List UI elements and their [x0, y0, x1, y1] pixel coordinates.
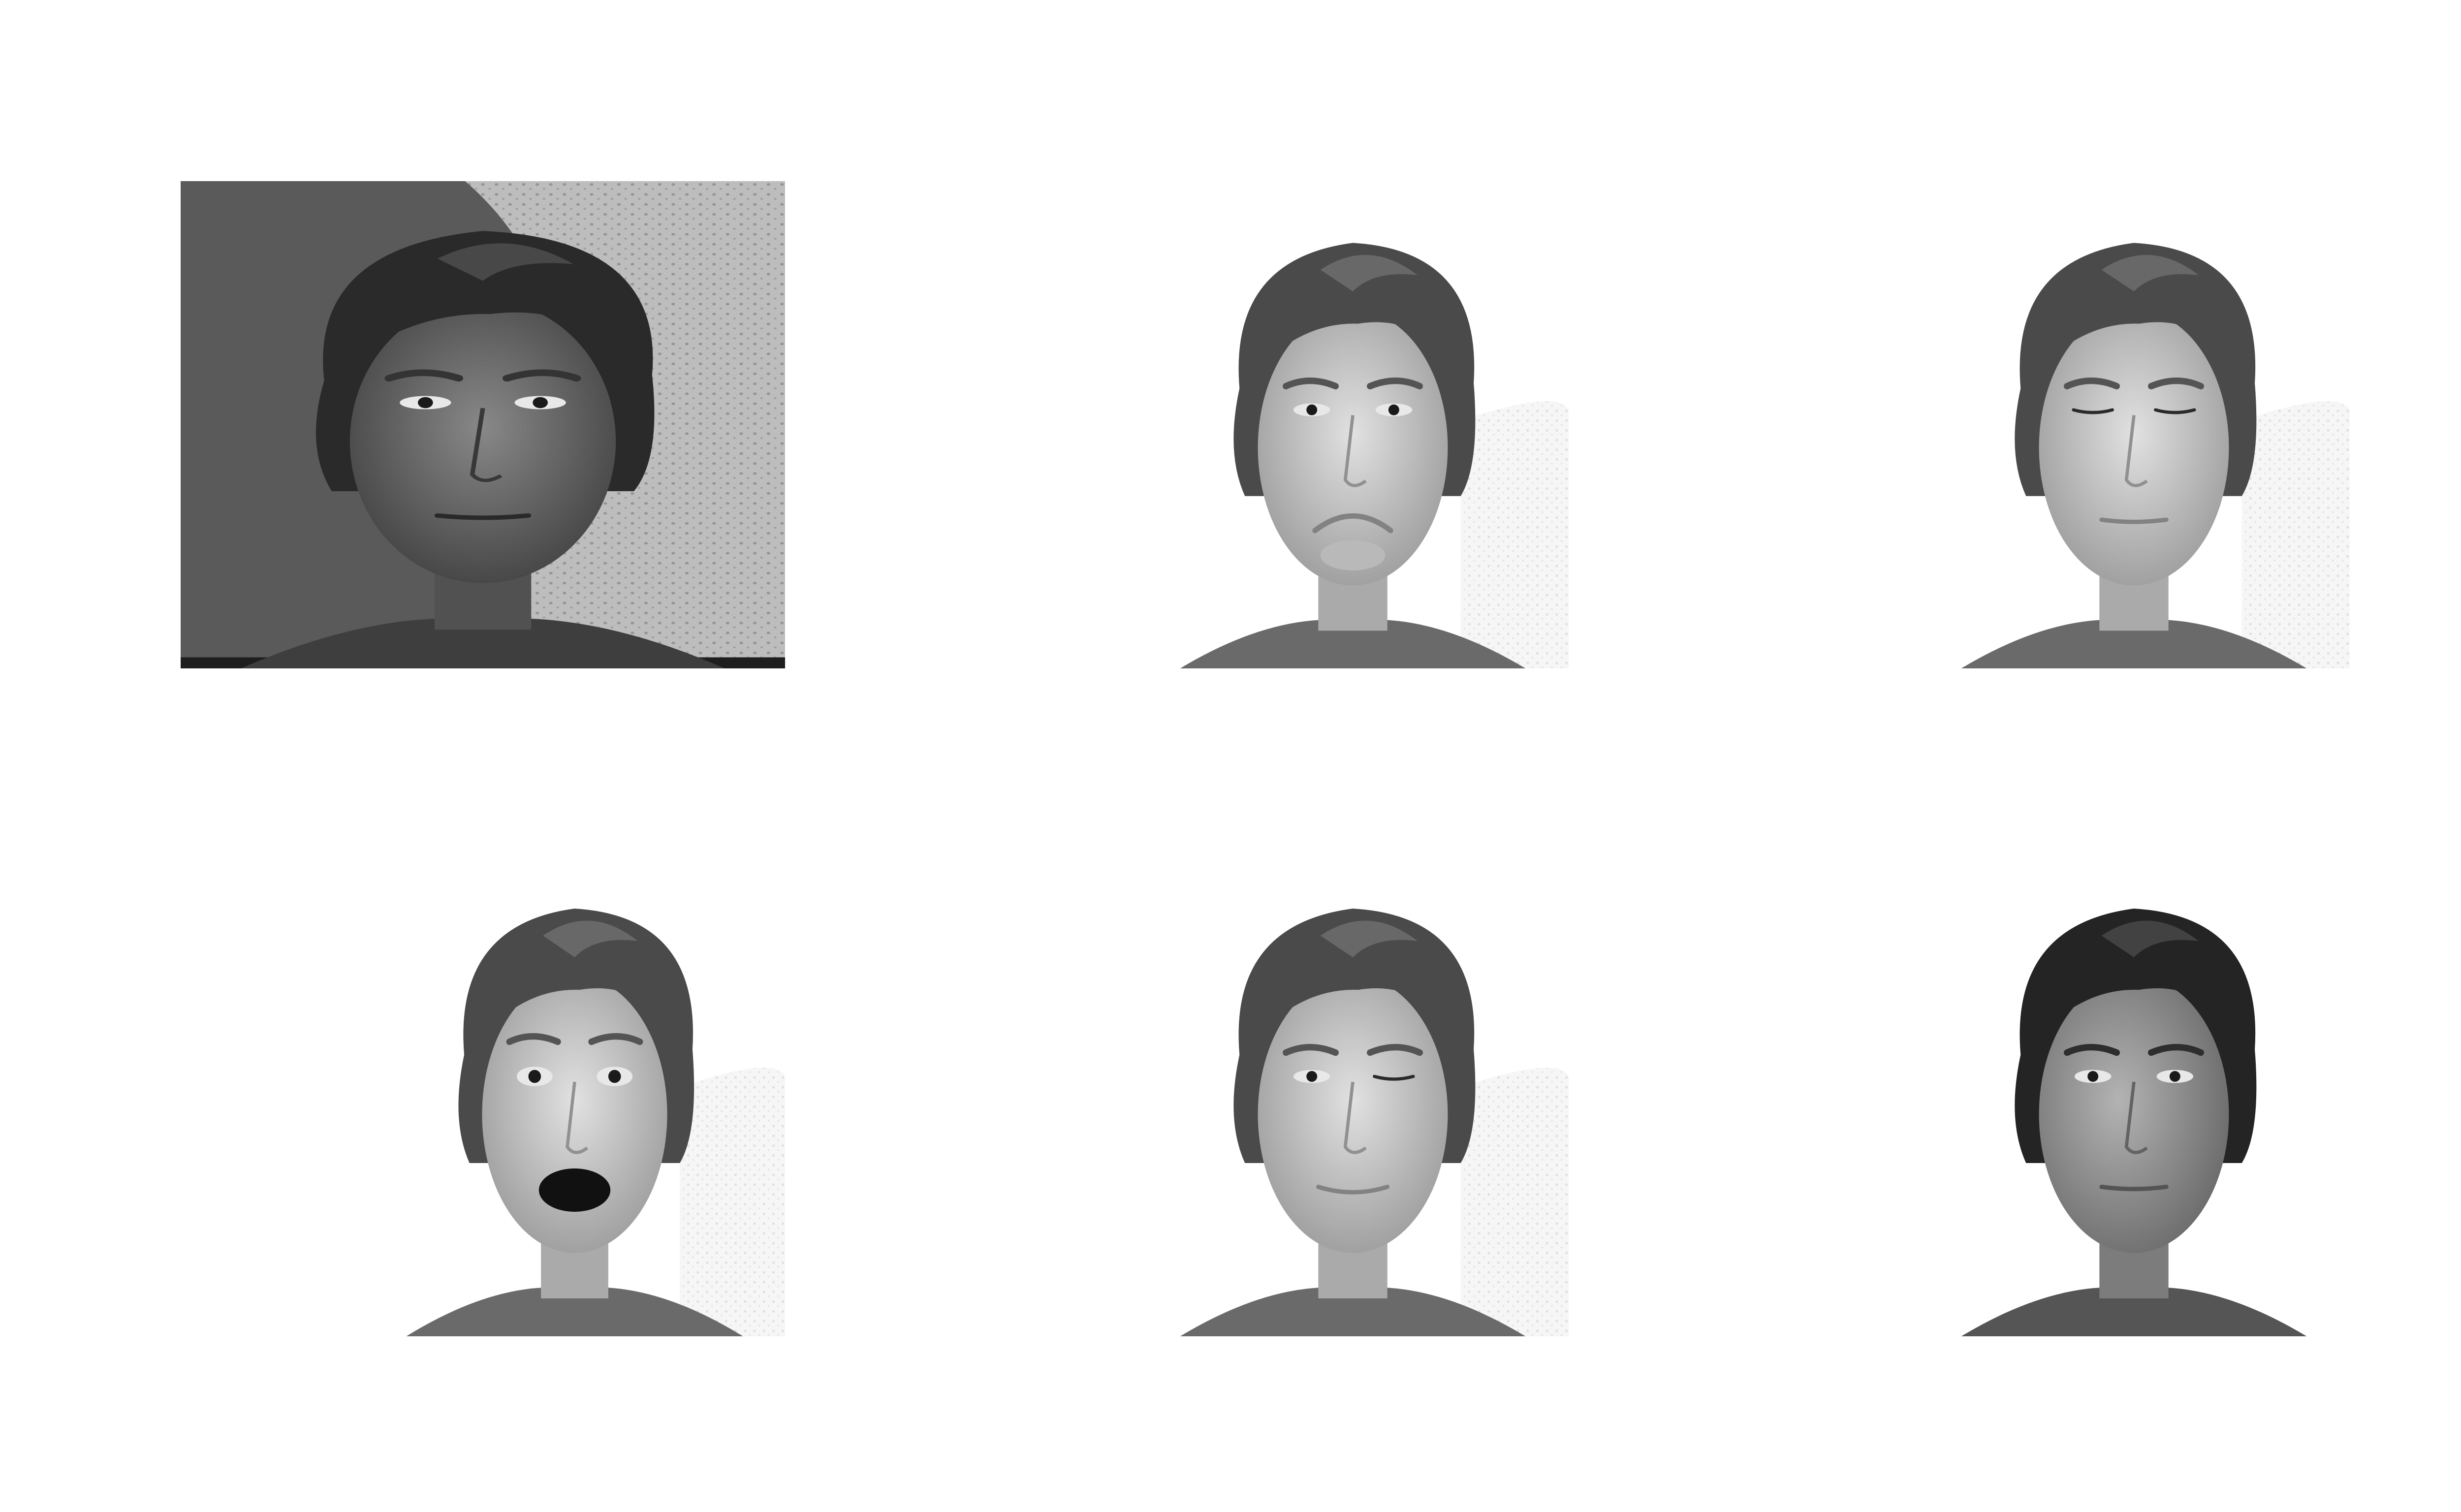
hair-fringe [1250, 272, 1461, 378]
nose [470, 408, 503, 482]
shirt [241, 618, 725, 668]
hair-fringe [339, 260, 634, 370]
left-eyebrow [1282, 378, 1339, 390]
mouth-pout [1312, 513, 1393, 534]
hair-highlight [1320, 920, 1418, 957]
face [2039, 976, 2229, 1253]
textured-wall [680, 1068, 785, 1336]
nose [566, 1081, 589, 1154]
face [482, 976, 667, 1253]
nose [2124, 415, 2148, 487]
left-eyebrow [506, 1033, 561, 1045]
left-eye-pupil [528, 1070, 541, 1083]
right-eye-pupil [2169, 1071, 2180, 1082]
face-panel-row1-col3 [1918, 194, 2350, 668]
face-panel-row2-col1 [364, 860, 785, 1336]
face-photo [181, 181, 785, 668]
textured-wall [2241, 401, 2350, 668]
hair-highlight [2101, 254, 2199, 291]
right-eye-pupil [1388, 404, 1399, 415]
left-eye-pupil [417, 397, 433, 409]
right-eyebrow [1367, 1044, 1423, 1056]
right-eye-closed [2154, 408, 2196, 414]
mouth-open [538, 1168, 611, 1212]
nose [1343, 415, 1367, 487]
hair-fringe [474, 938, 680, 1044]
shirt [1961, 620, 2307, 668]
shirt [1180, 1288, 1526, 1336]
hair-fringe [2031, 272, 2242, 378]
face-panel-row1-col2 [1137, 194, 1569, 668]
face-panel-row1-col1 [181, 181, 785, 668]
face-panel-row2-col3 [1918, 860, 2350, 1336]
chin-bulge [1320, 540, 1386, 570]
left-eye-pupil [1306, 1071, 1318, 1082]
nose [1343, 1081, 1367, 1154]
left-eyebrow [384, 369, 464, 382]
face-photo [1918, 860, 2350, 1336]
right-eyebrow [502, 369, 581, 382]
mouth [2099, 517, 2169, 524]
shirt [406, 1288, 743, 1336]
face-photo [1137, 860, 1569, 1336]
left-eyebrow [2063, 378, 2120, 390]
hair-highlight [437, 243, 574, 281]
textured-wall [1460, 401, 1569, 668]
right-eyebrow [2148, 1044, 2205, 1056]
face-panel-row2-col2 [1137, 860, 1569, 1336]
left-eyebrow [1282, 1044, 1339, 1056]
mouth [434, 513, 532, 520]
face [1258, 976, 1448, 1253]
right-eyebrow [1367, 378, 1423, 390]
left-eye-closed [2072, 408, 2114, 414]
face [2039, 310, 2229, 586]
shirt [1961, 1288, 2307, 1336]
face-photo [1137, 194, 1569, 668]
right-eye-pupil [608, 1070, 621, 1083]
textured-wall [1460, 1068, 1569, 1336]
mouth [2099, 1185, 2169, 1192]
hair-highlight [543, 920, 638, 957]
face-photo [1918, 194, 2350, 668]
mouth [1316, 1185, 1390, 1195]
hair-highlight [2101, 920, 2199, 957]
hair-fringe [2031, 938, 2242, 1044]
hair-fringe [1250, 938, 1461, 1044]
left-eye-pupil [2087, 1071, 2099, 1082]
face [349, 299, 616, 583]
left-eyebrow [2063, 1044, 2120, 1056]
right-eyebrow [588, 1033, 643, 1045]
nose [2124, 1081, 2148, 1154]
right-eye-closed [1373, 1074, 1415, 1081]
face-photo [364, 860, 785, 1336]
shirt [1180, 620, 1526, 668]
right-eyebrow [2148, 378, 2205, 390]
hair-highlight [1320, 254, 1418, 291]
right-eye-pupil [533, 397, 548, 409]
left-eye-pupil [1306, 404, 1318, 415]
